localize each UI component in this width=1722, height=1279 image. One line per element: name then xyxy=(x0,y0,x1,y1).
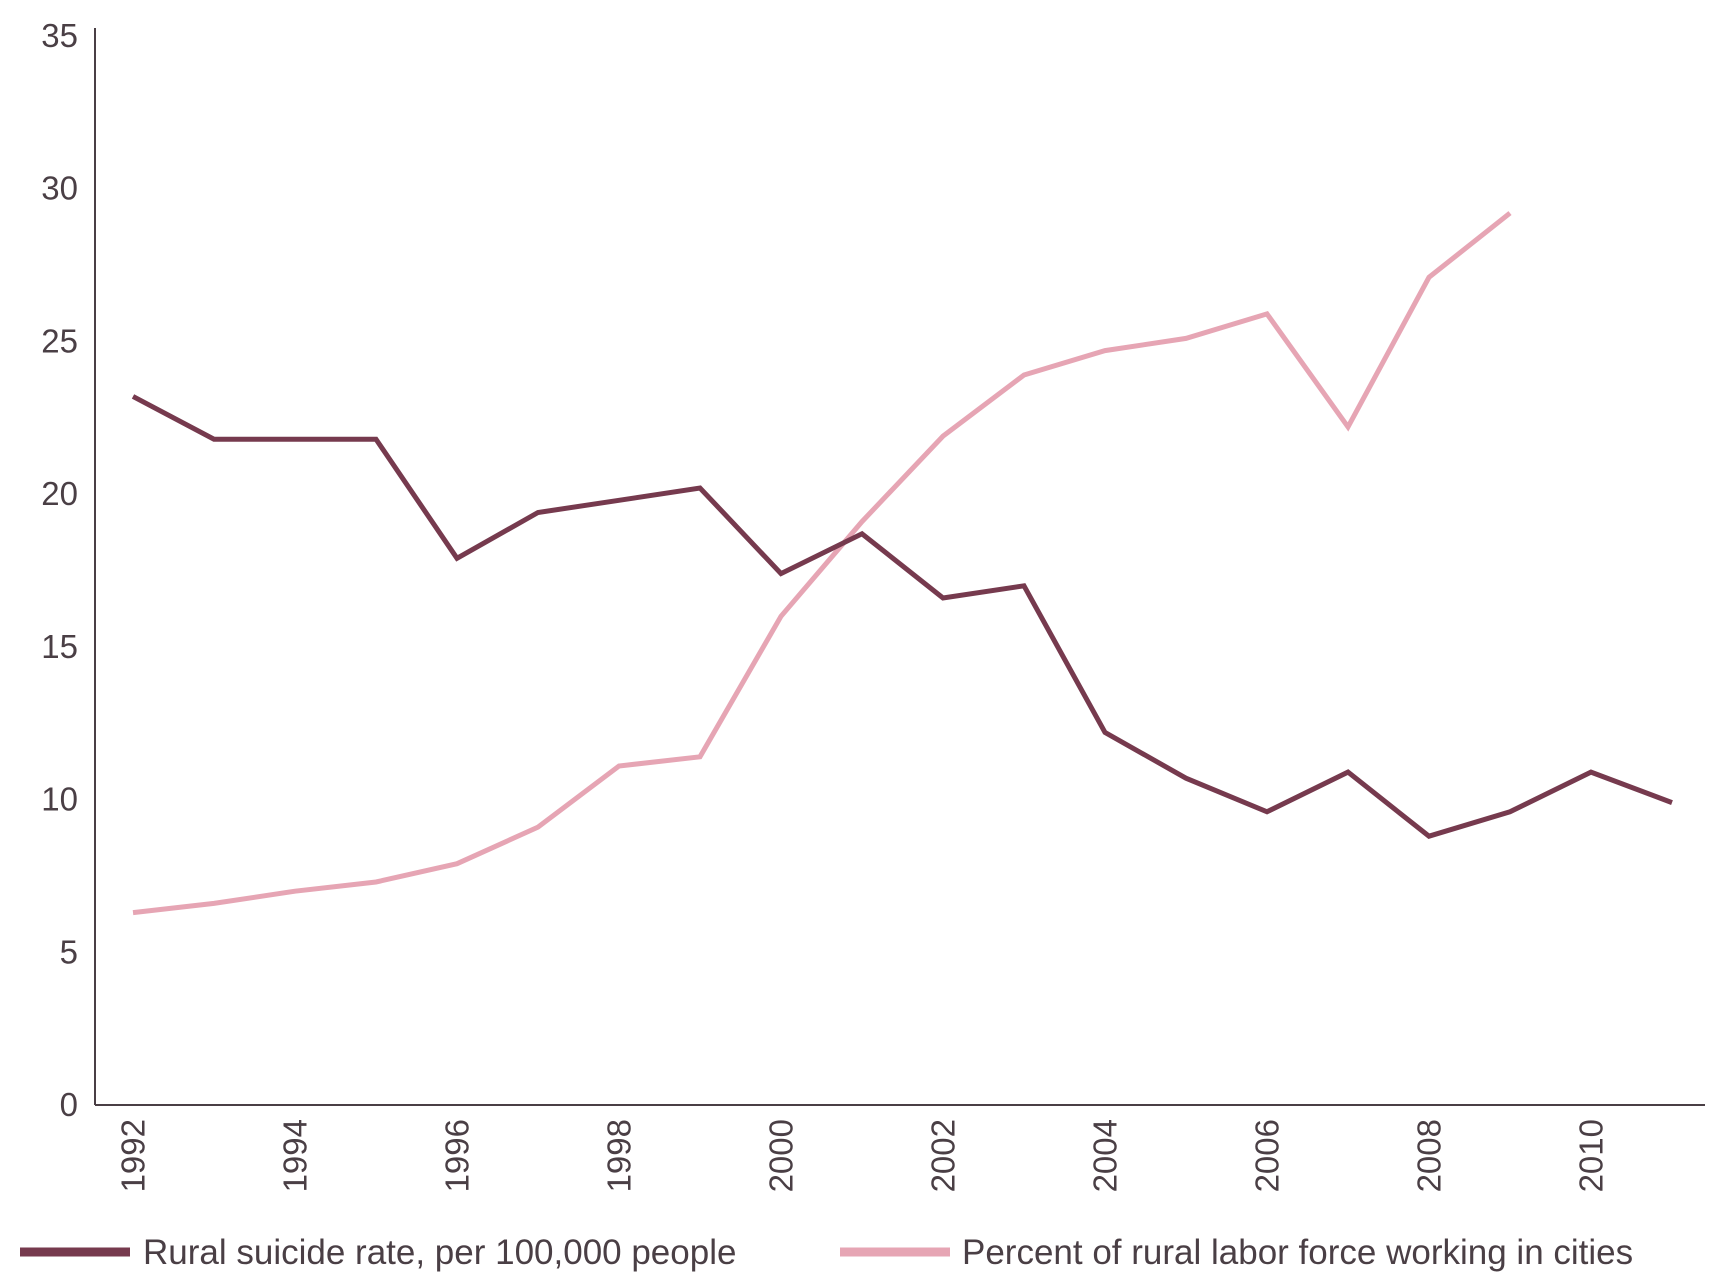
legend: Rural suicide rate, per 100,000 people Pe… xyxy=(20,1233,1633,1272)
y-tick-label-10: 10 xyxy=(41,781,78,818)
x-tick-label-2010: 2010 xyxy=(1573,1119,1610,1192)
x-tick-label-1998: 1998 xyxy=(601,1119,638,1192)
x-tick-label-1996: 1996 xyxy=(439,1119,476,1192)
x-tick-label-1994: 1994 xyxy=(277,1119,314,1192)
y-axis-ticks: 0 5 10 15 20 25 30 35 xyxy=(41,17,78,1123)
y-tick-label-30: 30 xyxy=(41,170,78,207)
y-tick-label-15: 15 xyxy=(41,628,78,665)
x-axis-ticks: 1992 1994 1996 1998 2000 2002 2004 2006 2008 2010 xyxy=(115,1119,1610,1192)
x-tick-label-2000: 2000 xyxy=(763,1119,800,1192)
x-tick-label-2006: 2006 xyxy=(1249,1119,1286,1192)
y-tick-label-5: 5 xyxy=(60,933,78,970)
series-line-1 xyxy=(131,394,1673,839)
series-layer xyxy=(131,211,1673,916)
x-tick-label-2004: 2004 xyxy=(1087,1119,1124,1192)
y-tick-label-20: 20 xyxy=(41,475,78,512)
y-tick-label-25: 25 xyxy=(41,322,78,359)
x-tick-label-2008: 2008 xyxy=(1411,1119,1448,1192)
y-tick-label-35: 35 xyxy=(41,17,78,54)
x-tick-label-2002: 2002 xyxy=(925,1119,962,1192)
legend-label-1: Rural suicide rate, per 100,000 people xyxy=(143,1233,736,1272)
series-line-2 xyxy=(132,211,1512,916)
y-tick-label-0: 0 xyxy=(60,1086,78,1123)
legend-label-2: Percent of rural labor force working in … xyxy=(962,1233,1633,1272)
x-tick-label-1992: 1992 xyxy=(115,1119,152,1192)
